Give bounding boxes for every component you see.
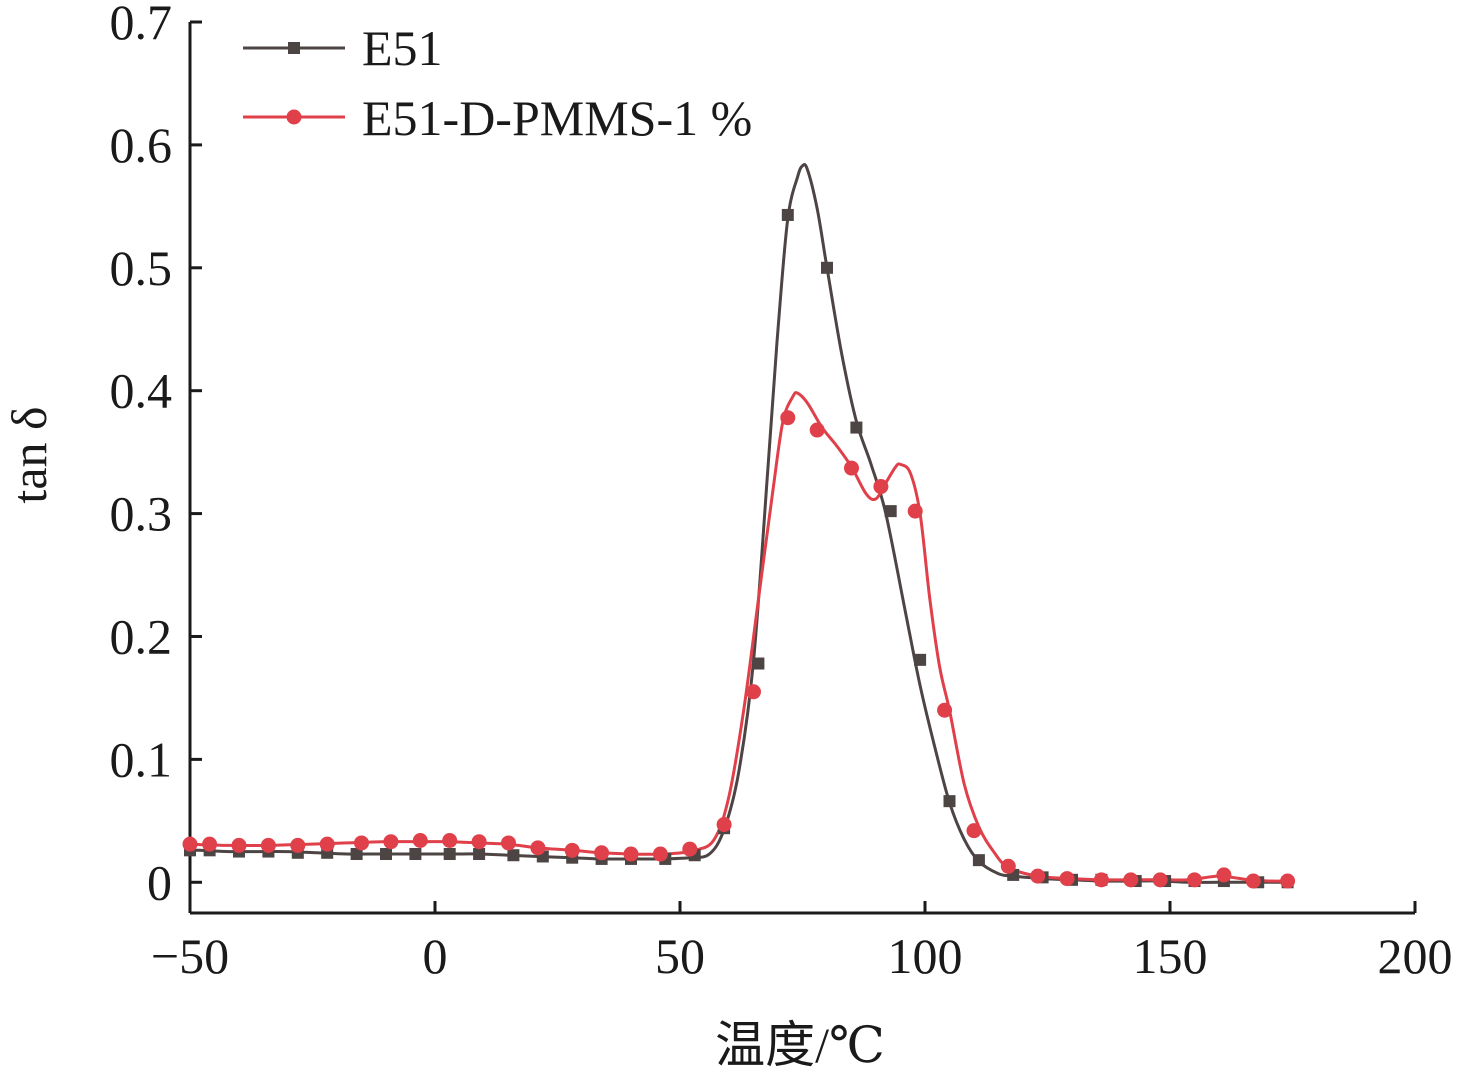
data-point-e51-d-pmms: [471, 834, 487, 850]
data-point-e51-d-pmms: [746, 684, 761, 700]
data-point-e51-d-pmms: [937, 702, 953, 718]
data-point-e51-d-pmms: [716, 817, 732, 833]
series-lines: [189, 163, 1293, 884]
data-point-e51-d-pmms: [1123, 872, 1139, 888]
data-point-e51-d-pmms: [260, 837, 276, 853]
data-point-e51: [409, 848, 422, 861]
data-point-e51: [507, 849, 520, 862]
data-point-e51-d-pmms: [1059, 871, 1075, 887]
data-point-e51-d-pmms: [907, 503, 923, 519]
data-point-e51-d-pmms: [809, 422, 825, 438]
data-point-e51-d-pmms: [873, 479, 889, 495]
legend-label-e51-d-pmms: E51-D-PMMS-1 %: [362, 90, 752, 146]
x-tick-label: 0: [423, 928, 448, 984]
legend-marker-e51-d-pmms: [286, 109, 302, 125]
series-line-0: [189, 163, 1293, 884]
y-ticks: 0 0.1 0.2 0.3 0.4 0.5 0.6 0.7: [110, 0, 202, 910]
x-tick-label: 200: [1378, 928, 1453, 984]
legend-marker-e51: [288, 42, 300, 54]
data-point-e51-d-pmms: [530, 840, 546, 856]
data-point-e51: [350, 848, 363, 861]
y-axis-title: tan δ: [1, 406, 57, 503]
data-point-e51: [443, 848, 456, 861]
data-point-e51-d-pmms: [1093, 872, 1109, 888]
y-tick-label: 0: [147, 854, 172, 910]
data-point-e51-d-pmms: [1187, 872, 1202, 888]
x-tick-label: 50: [655, 928, 705, 984]
axes: [188, 22, 1415, 915]
data-point-e51-d-pmms: [501, 835, 516, 851]
data-point-e51-d-pmms: [1216, 867, 1232, 883]
x-ticks: −50 0 50 100 150 200: [151, 901, 1453, 984]
data-point-e51-d-pmms: [319, 836, 335, 852]
data-point-e51-d-pmms: [202, 836, 218, 852]
legend-item-e51-d-pmms: E51-D-PMMS-1 %: [243, 90, 752, 146]
y-tick-label: 0.1: [110, 731, 173, 787]
data-point-e51-d-pmms: [412, 832, 428, 848]
data-point-e51: [473, 848, 486, 861]
data-point-e51-d-pmms: [182, 836, 198, 852]
data-point-e51-d-pmms: [780, 410, 796, 426]
data-point-e51: [380, 848, 392, 861]
series-line-1: [189, 391, 1293, 883]
x-tick-label: 100: [888, 928, 963, 984]
data-point-e51-d-pmms: [290, 837, 306, 853]
data-point-e51-d-pmms: [844, 460, 859, 476]
data-point-e51-d-pmms: [383, 834, 399, 850]
y-tick-label: 0.3: [110, 486, 173, 542]
y-tick-label: 0.2: [110, 608, 173, 664]
legend-item-e51: E51: [243, 20, 443, 76]
x-tick-label: 150: [1133, 928, 1208, 984]
data-point-e51: [752, 657, 765, 670]
legend-label-e51: E51: [362, 20, 443, 76]
y-tick-label: 0.6: [110, 117, 173, 173]
data-point-e51-d-pmms: [682, 841, 698, 857]
data-point-e51-d-pmms: [623, 846, 639, 862]
data-point-e51-d-pmms: [442, 832, 458, 848]
data-point-e51-d-pmms: [231, 837, 247, 853]
x-axis-title: 温度/℃: [715, 1017, 885, 1072]
data-point-e51-d-pmms: [652, 846, 668, 862]
data-point-e51: [781, 208, 794, 221]
x-tick-label: −50: [151, 928, 229, 984]
y-tick-label: 0.7: [110, 0, 173, 50]
data-point-e51-d-pmms: [1245, 873, 1261, 889]
data-point-e51-d-pmms: [1152, 872, 1168, 888]
data-point-e51: [914, 653, 927, 666]
data-point-e51-d-pmms: [594, 845, 610, 861]
data-point-e51-d-pmms: [1280, 873, 1296, 889]
data-point-e51: [884, 505, 897, 518]
data-point-e51: [850, 421, 863, 434]
data-point-e51-d-pmms: [564, 842, 580, 858]
data-point-e51-d-pmms: [1030, 868, 1046, 884]
data-point-e51-d-pmms: [1000, 858, 1016, 874]
data-point-e51: [972, 854, 985, 867]
y-tick-label: 0.5: [110, 240, 173, 296]
data-point-e51-d-pmms: [354, 835, 369, 851]
data-point-e51: [821, 261, 833, 274]
data-point-e51: [943, 795, 956, 808]
series-markers: [182, 208, 1296, 889]
y-tick-label: 0.4: [110, 363, 173, 419]
data-point-e51-d-pmms: [966, 823, 982, 839]
legend: E51 E51-D-PMMS-1 %: [243, 20, 752, 146]
